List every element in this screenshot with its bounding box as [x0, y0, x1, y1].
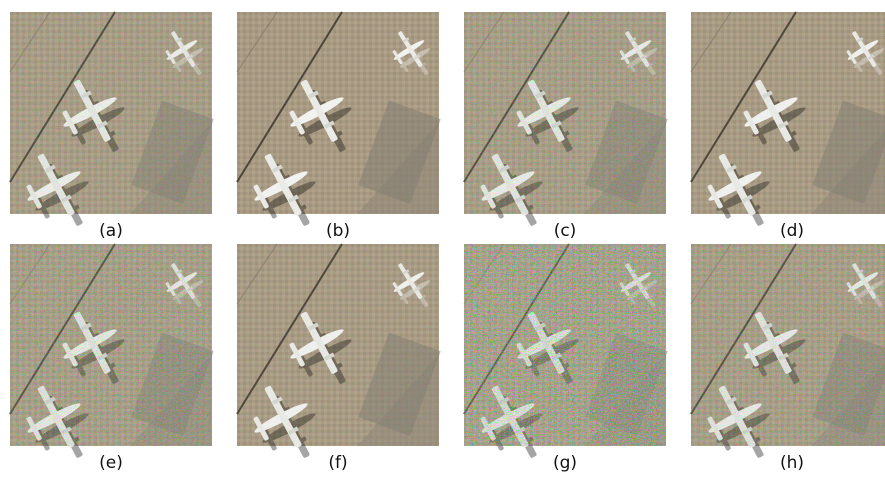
noise-layer [464, 12, 666, 214]
image-panel [464, 12, 668, 240]
panel-caption: (f) [328, 453, 347, 473]
image-panel [10, 244, 214, 472]
image-panel [691, 244, 885, 472]
noise-layer [237, 12, 439, 214]
noise-layer [464, 244, 666, 446]
image-panel [464, 244, 668, 472]
noise-layer [691, 12, 885, 214]
noise-layer [10, 12, 212, 214]
image-panel [237, 12, 441, 240]
noise-layer [691, 244, 885, 446]
panel-caption: (d) [780, 221, 804, 241]
noise-layer [237, 244, 439, 446]
panel-caption: (b) [326, 221, 350, 241]
image-panel [237, 244, 441, 472]
panel-caption: (a) [99, 221, 123, 241]
image-panel [691, 12, 885, 240]
image-panel [10, 12, 214, 240]
panel-caption: (c) [554, 221, 577, 241]
panel-caption: (e) [99, 453, 123, 473]
noise-layer [10, 244, 212, 446]
panel-caption: (h) [780, 453, 804, 473]
panel-caption: (g) [553, 453, 577, 473]
